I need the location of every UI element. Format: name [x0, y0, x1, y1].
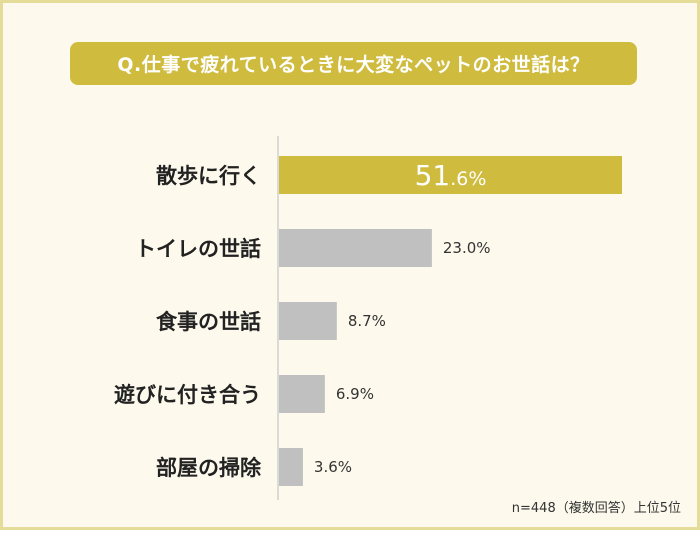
bar	[279, 448, 303, 486]
category-label: トイレの世話	[135, 237, 261, 261]
category-label: 散歩に行く	[156, 164, 261, 188]
footnote: n=448（複数回答）上位5位	[511, 501, 681, 516]
category-label: 食事の世話	[156, 310, 261, 334]
category-label: 部屋の掃除	[156, 456, 262, 480]
bar	[279, 375, 325, 413]
bar	[279, 302, 337, 340]
chart-title: Q.仕事で疲れているときに大変なペットのお世話は？	[70, 42, 637, 85]
data-label: 3.6%	[314, 458, 352, 476]
bar-chart: 散歩に行く 51.6% トイレの世話 23.0% 食事の世話 8.7% 遊びに付き合う 6.9…	[114, 136, 622, 500]
data-label: 23.0%	[443, 239, 491, 257]
data-label: 8.7%	[348, 312, 386, 330]
category-label: 遊びに付き合う	[114, 383, 261, 407]
data-label: 6.9%	[336, 385, 374, 403]
bar	[279, 229, 432, 267]
data-label: 51.6%	[415, 159, 487, 192]
bar	[279, 156, 622, 194]
